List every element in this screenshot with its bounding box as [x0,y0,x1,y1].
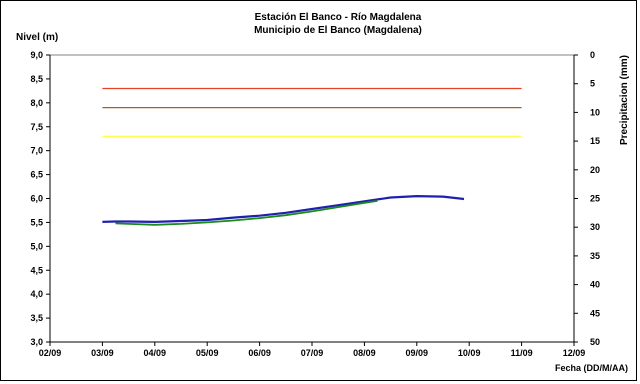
x-tick-label: 06/09 [248,348,271,358]
y2-tick-label: 35 [590,251,600,261]
series-line-1 [115,200,378,226]
y2-tick-label: 15 [590,136,600,146]
y-tick-label: 4,5 [30,265,43,275]
y-tick-label: 4,0 [30,289,43,299]
x-tick-label: 05/09 [196,348,219,358]
y2-tick-label: 25 [590,194,600,204]
chart-subtitle: Municipio de El Banco (Magdalena) [254,25,422,36]
series-lines [102,195,465,226]
x-tick-label: 12/09 [563,348,586,358]
y-tick-label: 3,5 [30,313,43,323]
y-tick-label: 7,5 [30,122,43,132]
plot-area [49,54,575,343]
y2-tick-label: 40 [590,280,600,290]
series-line-0 [102,195,465,223]
y2-tick-label: 45 [590,308,600,318]
y-tick-label: 6,0 [30,194,43,204]
y-axis-label: Nivel (m) [16,32,58,43]
x-tick-label: 02/09 [39,348,62,358]
x-tick-label: 08/09 [353,348,376,358]
x-tick-label: 09/09 [406,348,429,358]
y-tick-label: 9,0 [30,50,43,60]
y-tick-label: 7,0 [30,146,43,156]
y2-tick-label: 0 [590,50,595,60]
chart-title: Estación El Banco - Río Magdalena [255,12,422,23]
y-tick-label: 8,0 [30,98,43,108]
y2-tick-label: 20 [590,165,600,175]
axes: 02/09 03/09 04/09 05/09 06/09 07/09 08/09 09/09… [30,50,600,358]
reference-lines [102,87,522,137]
y-tick-label: 5,0 [30,241,43,251]
x-axis-label: Fecha (DD/M/AA) [555,363,628,373]
y2-axis-label: Precipitacion (mm) [619,55,630,145]
y-tick-label: 8,5 [30,74,43,84]
y-tick-label: 6,5 [30,170,43,180]
x-tick-label: 11/09 [511,348,533,358]
y-tick-label: 3,0 [30,337,43,347]
x-tick-label: 03/09 [91,348,114,358]
y2-tick-label: 5 [590,79,595,89]
y2-tick-label: 30 [590,222,600,232]
y-tick-label: 5,5 [30,217,43,227]
x-tick-label: 10/09 [458,348,481,358]
y2-tick-label: 50 [590,337,600,347]
x-tick-label: 07/09 [301,348,324,358]
y2-tick-label: 10 [590,107,600,117]
x-tick-label: 04/09 [144,348,167,358]
